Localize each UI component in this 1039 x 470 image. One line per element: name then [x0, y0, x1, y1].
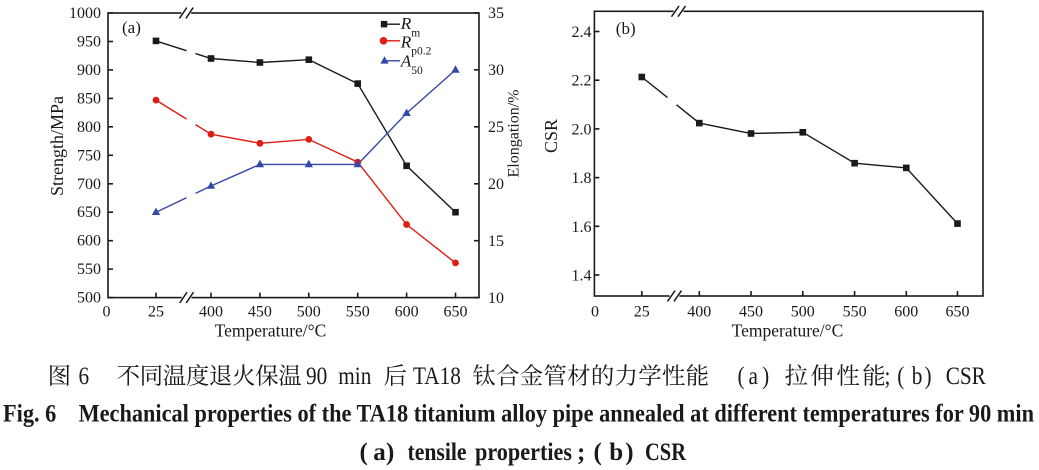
svg-text:0: 0 — [103, 303, 111, 320]
svg-text:500: 500 — [297, 303, 321, 320]
svg-text:90: 90 — [306, 362, 327, 390]
svg-text:Strength/MPa: Strength/MPa — [47, 96, 67, 196]
svg-text:Fig. 6 Mechanical propertie: Fig. 6 Mechanical properties of the TA18… — [3, 401, 1034, 428]
svg-text:35: 35 — [488, 5, 504, 22]
svg-text:850: 850 — [77, 90, 101, 107]
svg-text:(b): (b) — [616, 19, 636, 38]
svg-text:650: 650 — [946, 303, 970, 320]
svg-text:CSR: CSR — [946, 362, 987, 390]
svg-text:10: 10 — [488, 290, 504, 307]
svg-text:1000: 1000 — [69, 5, 101, 22]
svg-text:): ) — [924, 362, 931, 390]
svg-text:600: 600 — [395, 303, 419, 320]
svg-text:2.4: 2.4 — [572, 24, 592, 41]
svg-text:450: 450 — [739, 303, 763, 320]
svg-text:TA18: TA18 — [413, 362, 461, 390]
svg-text:25: 25 — [634, 303, 650, 320]
svg-text:550: 550 — [77, 261, 101, 278]
svg-text:): ) — [625, 439, 633, 466]
svg-text:): ) — [386, 439, 394, 466]
svg-text:0: 0 — [591, 303, 599, 320]
svg-text:(a): (a) — [122, 18, 141, 37]
svg-text:1.8: 1.8 — [572, 170, 592, 187]
svg-text:400: 400 — [199, 303, 223, 320]
svg-text:a: a — [373, 439, 386, 466]
svg-text:1.6: 1.6 — [572, 219, 592, 236]
svg-text:tensile: tensile — [408, 439, 467, 466]
svg-text:700: 700 — [77, 176, 101, 193]
svg-text:;: ; — [577, 439, 585, 466]
svg-text:900: 900 — [77, 62, 101, 79]
svg-text:25: 25 — [488, 119, 504, 136]
svg-text:600: 600 — [894, 303, 918, 320]
svg-text:600: 600 — [77, 233, 101, 250]
svg-text:2.0: 2.0 — [572, 121, 592, 138]
svg-text:properties: properties — [475, 439, 572, 466]
svg-text:650: 650 — [77, 204, 101, 221]
svg-text:(: ( — [360, 439, 368, 466]
svg-text:(: ( — [594, 439, 602, 466]
svg-text:1.4: 1.4 — [572, 268, 592, 285]
svg-text:550: 550 — [346, 303, 370, 320]
svg-text:b: b — [609, 439, 623, 466]
svg-text:15: 15 — [488, 233, 504, 250]
svg-text:6: 6 — [79, 362, 90, 390]
svg-text:CSR: CSR — [541, 119, 561, 153]
svg-text:Temperature/°C: Temperature/°C — [732, 321, 844, 341]
svg-text:450: 450 — [248, 303, 272, 320]
svg-text:30: 30 — [488, 62, 504, 79]
svg-text:500: 500 — [791, 303, 815, 320]
svg-text:): ) — [762, 362, 769, 390]
svg-text:650: 650 — [444, 303, 468, 320]
svg-text:CSR: CSR — [645, 439, 687, 466]
svg-text:(: ( — [738, 362, 745, 390]
svg-text:Temperature/°C: Temperature/°C — [215, 321, 327, 341]
svg-text:min: min — [338, 362, 371, 390]
svg-text:750: 750 — [77, 147, 101, 164]
svg-text:a: a — [749, 362, 758, 390]
svg-text:800: 800 — [77, 119, 101, 136]
svg-text:;: ; — [885, 362, 891, 390]
svg-text:550: 550 — [843, 303, 867, 320]
svg-text:20: 20 — [488, 176, 504, 193]
svg-text:2.2: 2.2 — [572, 73, 592, 90]
svg-text:950: 950 — [77, 34, 101, 51]
svg-text:Elongation/%: Elongation/% — [506, 90, 523, 178]
svg-text:(: ( — [897, 362, 904, 390]
svg-text:25: 25 — [148, 303, 164, 320]
svg-text:b: b — [912, 362, 923, 390]
svg-text:400: 400 — [687, 303, 711, 320]
svg-text:500: 500 — [77, 290, 101, 307]
